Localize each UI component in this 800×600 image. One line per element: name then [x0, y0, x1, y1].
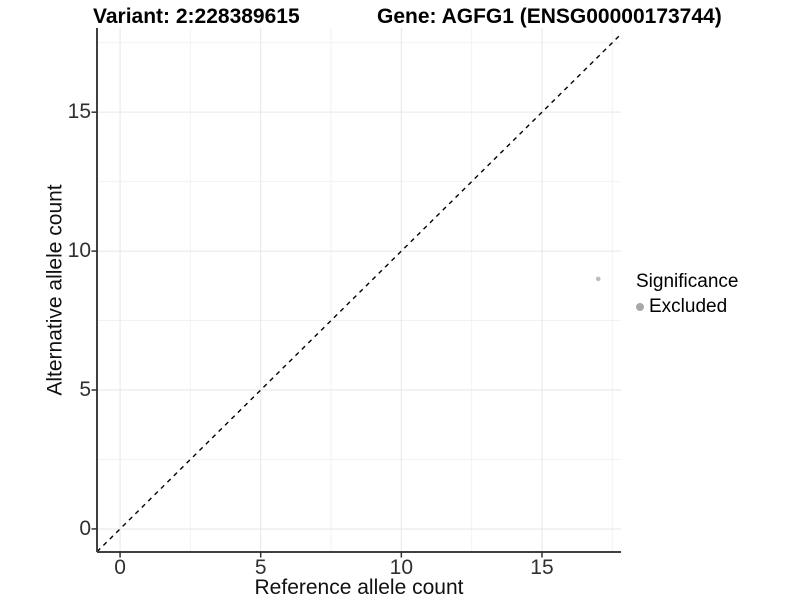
x-tick-label: 0 [114, 556, 126, 579]
y-tick-label: 15 [67, 100, 91, 124]
legend-title: Significance [636, 271, 739, 292]
plot-title-variant: Variant: 2:228389615 [93, 5, 300, 28]
legend-item-label: Excluded [649, 295, 728, 317]
y-tick-label: 0 [79, 517, 91, 541]
y-axis-title: Alternative allele count [43, 184, 67, 396]
x-tick-label: 15 [530, 556, 554, 579]
y-tick-label: 10 [67, 239, 91, 263]
y-tick-label: 5 [79, 378, 91, 402]
x-axis-title: Reference allele count [254, 576, 464, 599]
legend-item-excluded: Excluded [636, 296, 738, 318]
x-tick-label: 10 [389, 556, 414, 579]
identity-dashed-line [96, 33, 622, 553]
plot-title-gene: Gene: AGFG1 (ENSG00000173744) [377, 5, 722, 28]
data-point [595, 276, 601, 282]
legend-point-icon [636, 302, 644, 311]
legend: Significance Excluded [636, 271, 738, 318]
x-tick-label: 5 [254, 556, 267, 579]
